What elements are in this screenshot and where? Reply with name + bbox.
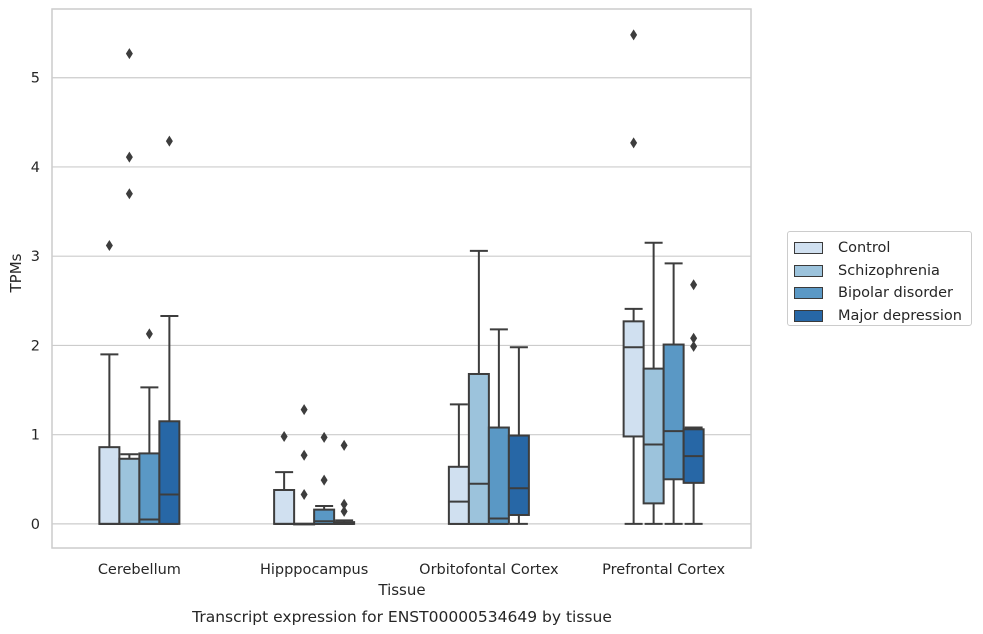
box-schizophrenia-2: [293, 404, 316, 526]
x-tick-label: Prefrontal Cortex: [602, 562, 725, 578]
legend-swatch-major-depression: [794, 309, 823, 322]
box-body: [98, 446, 121, 525]
box-control-1: [98, 239, 121, 525]
box-body: [662, 343, 685, 481]
y-axis-label: TPMs: [7, 253, 25, 293]
box-body: [447, 465, 470, 525]
y-tick-label: 1: [31, 428, 40, 444]
box-body: [622, 320, 645, 438]
box-control-2: [273, 430, 296, 525]
y-axis-ticks: 0 1 2 3 4 5: [31, 71, 40, 533]
x-tick-label: Cerebellum: [98, 562, 181, 578]
outlier-point: [630, 29, 638, 41]
legend-swatch-bipolar-disorder: [794, 287, 823, 300]
box-schizophrenia-1: [118, 48, 141, 525]
box-schizophrenia-3: [467, 249, 490, 525]
y-tick-label: 2: [31, 338, 40, 354]
outlier-point: [145, 328, 153, 340]
box-control-4: [622, 29, 645, 525]
outlier-point: [340, 439, 348, 451]
box-bipolar-disorder-2: [313, 431, 336, 525]
legend-item-bipolar-disorder: Bipolar disorder: [794, 282, 971, 305]
legend-label-major-depression: Major depression: [838, 307, 962, 324]
legend-item-control: Control: [794, 237, 971, 260]
plot-frame: [51, 8, 752, 549]
box-body: [158, 420, 181, 525]
outlier-point: [125, 48, 133, 60]
y-tick-label: 0: [31, 517, 40, 533]
outlier-point: [320, 431, 328, 443]
x-tick-label: Hipppocampus: [260, 562, 368, 578]
outlier-point: [105, 239, 113, 251]
legend-label-bipolar-disorder: Bipolar disorder: [838, 285, 953, 302]
box-body: [642, 367, 665, 505]
legend-swatch-control: [794, 242, 823, 255]
box-schizophrenia-4: [642, 241, 665, 525]
outlier-point: [630, 137, 638, 149]
outlier-point: [690, 340, 698, 352]
box-major-depression-1: [158, 135, 181, 525]
box-body: [467, 372, 490, 525]
outlier-point: [340, 505, 348, 517]
x-tick-label: Orbitofontal Cortex: [419, 562, 559, 578]
box-major-depression-2: [333, 439, 356, 525]
box-body: [273, 488, 296, 525]
legend: Control Schizophrenia Bipolar disorder M…: [787, 231, 972, 326]
outlier-point: [340, 498, 348, 510]
box-bipolar-disorder-4: [662, 262, 685, 525]
box-control-3: [447, 403, 470, 525]
outlier-point: [690, 279, 698, 291]
box-body: [118, 457, 141, 525]
legend-label-schizophrenia: Schizophrenia: [838, 262, 940, 279]
outlier-point: [280, 430, 288, 442]
legend-item-schizophrenia: Schizophrenia: [794, 260, 971, 283]
legend-label-control: Control: [838, 240, 891, 257]
x-axis-label: Tissue: [377, 581, 425, 599]
x-axis-ticks: Cerebellum Hipppocampus Orbitofontal Corte…: [98, 562, 726, 578]
y-tick-label: 3: [31, 249, 40, 265]
box-bipolar-disorder-1: [138, 328, 161, 525]
box-body: [507, 434, 530, 516]
boxes: [98, 29, 705, 526]
outlier-point: [300, 449, 308, 461]
box-bipolar-disorder-3: [487, 328, 510, 525]
outlier-point: [300, 404, 308, 416]
y-tick-label: 4: [31, 160, 40, 176]
box-major-depression-3: [507, 346, 530, 525]
legend-item-major-depression: Major depression: [794, 305, 971, 328]
box-body: [487, 426, 510, 525]
chart-caption: Transcript expression for ENST0000053464…: [191, 608, 612, 626]
outlier-point: [165, 135, 173, 147]
outlier-point: [125, 151, 133, 163]
box-body: [138, 452, 161, 525]
box-major-depression-4: [682, 279, 705, 525]
outlier-point: [300, 488, 308, 500]
outlier-point: [690, 332, 698, 344]
legend-swatch-schizophrenia: [794, 264, 823, 277]
outlier-point: [320, 474, 328, 486]
y-tick-label: 5: [31, 71, 40, 87]
outlier-point: [125, 188, 133, 200]
